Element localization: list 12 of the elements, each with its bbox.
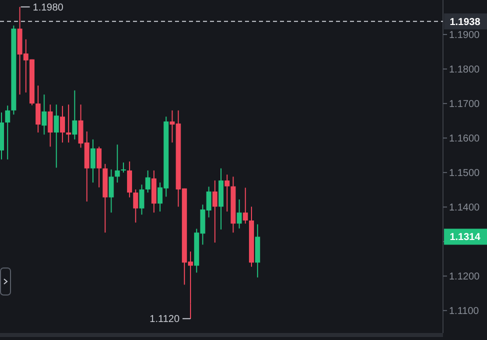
y-tick-label: 1.1500 [449, 168, 480, 180]
y-tick-label: 1.1200 [449, 272, 480, 283]
ref-line-label: 1.1938 [450, 16, 481, 28]
y-tick-label: 1.1800 [449, 64, 480, 76]
annotation: 1.1120 [150, 314, 180, 326]
y-tick-label: 1.1700 [449, 99, 480, 110]
annotation: 1.1314 [450, 232, 481, 244]
y-tick-label: 1.1100 [449, 306, 480, 318]
y-tick-label: 1.1600 [449, 134, 480, 145]
y-tick-label: 1.1900 [449, 30, 480, 42]
annotation: 1.1980 [32, 2, 64, 14]
y-tick-label: 1.1400 [449, 202, 480, 214]
